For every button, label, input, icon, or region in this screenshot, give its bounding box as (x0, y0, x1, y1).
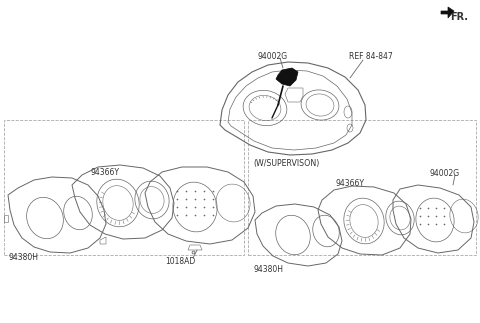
Text: 94366Y: 94366Y (90, 168, 119, 176)
Text: 94380H: 94380H (253, 266, 283, 275)
Text: 1018AD: 1018AD (165, 256, 195, 266)
Bar (248, 120, 476, 255)
Polygon shape (441, 7, 454, 18)
Text: (W/SUPERVISON): (W/SUPERVISON) (253, 159, 319, 168)
Text: 94366Y: 94366Y (335, 179, 364, 187)
Text: 94002G: 94002G (258, 51, 288, 60)
Text: 94002G: 94002G (430, 169, 460, 178)
Text: FR.: FR. (450, 12, 468, 22)
Bar (4, 120, 244, 255)
Text: REF 84-847: REF 84-847 (349, 51, 393, 60)
Text: 94380H: 94380H (8, 254, 38, 263)
Polygon shape (276, 68, 298, 86)
